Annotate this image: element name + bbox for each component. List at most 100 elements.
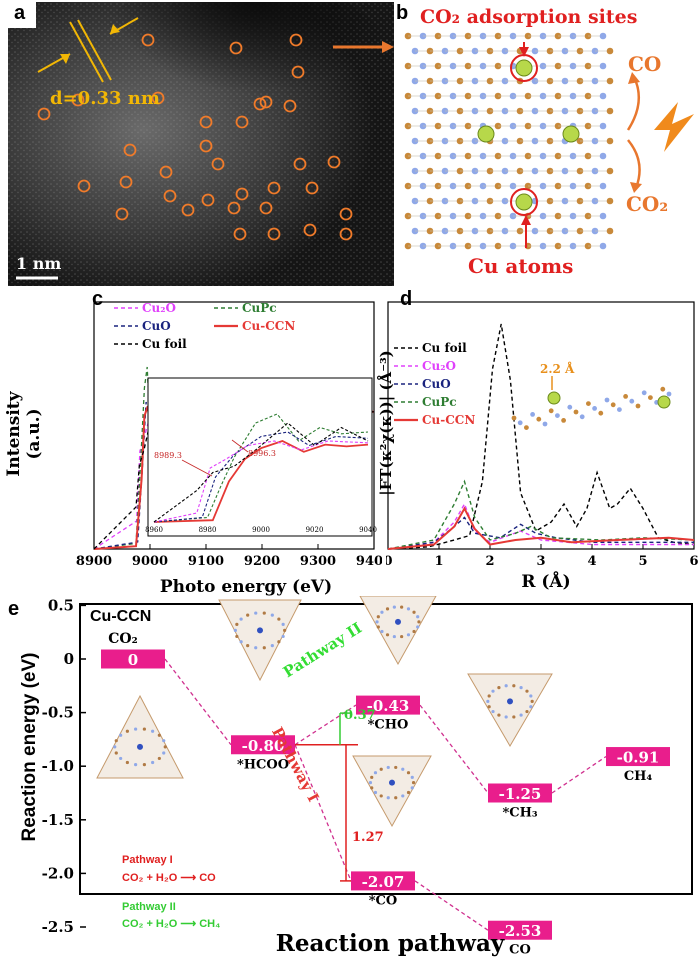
structure-atom [416,615,420,619]
site-marker-circle [123,143,137,157]
adsorbate-structure [467,673,553,747]
structure-atom [134,727,138,731]
pathway-connector [294,704,357,746]
structure-atom [504,684,508,688]
structure-atom [586,401,591,406]
state-name: *CH₃ [502,806,537,821]
cu-atom [395,618,401,625]
site-marker-circle [327,155,341,169]
structure-atom [379,767,383,771]
exafs-series-line [387,323,695,550]
site-marker-circle [291,65,305,79]
panel-e-label: e [8,598,20,620]
structure-atom [623,394,628,399]
legend-entry-label: Cu₂O [422,359,456,373]
structure-atom [142,727,146,731]
structure-atom [163,745,167,749]
legend-pathway-i-title: Pathway I [122,854,173,866]
exafs-series-line [387,506,695,550]
exafs-svg: 0 1 2 3 4 5 6 Cu foil Cu₂O CuO CuPc Cu-CCN [383,301,699,569]
structure-atom [666,391,672,397]
structure-atom [641,390,647,396]
site-marker-circle [71,93,85,107]
structure-atom [401,767,405,771]
structure-atom [157,733,161,737]
annotation-leader [231,439,249,453]
structure-atom [491,689,495,693]
energy-svg: 0.5 0 -0.5 -1.0 -1.5 -2.0 -2.5 0 CO₂ -0.80 *HCOO -… [42,595,693,958]
structure-atom [416,625,420,629]
site-marker-circle [37,107,51,121]
cu-atom [257,627,263,634]
structure-atom [400,605,404,609]
site-marker-circle [201,193,215,207]
structure-atom [370,786,374,790]
site-marker-circle [235,187,249,201]
structure-atom [246,613,250,617]
legend-entry-label: Cu₂O [142,301,176,315]
site-marker-circle [159,165,173,179]
structure-atom [567,404,573,410]
structure-atom [113,745,117,749]
y-tick-label: -2.0 [42,864,74,882]
site-marker-circle [163,189,177,203]
product-co-label: CO [628,52,662,76]
structure-atom [604,397,610,403]
structure-atom [548,408,554,414]
structure-atom [119,756,123,761]
structure-atom [254,646,258,650]
site-marker-circle [259,95,273,109]
lattice-atom [606,227,614,235]
lattice-atom [599,242,607,250]
structure-atom [246,644,250,648]
structure-atom [417,620,421,624]
structure-atom [262,646,266,650]
lattice-atom [599,92,607,100]
inset-series-line [153,431,369,523]
structure-atom [134,763,138,767]
y-tick-label: 0.5 [48,596,74,614]
state-name: *CHO [368,718,409,733]
structure-atom [370,775,374,779]
site-marker-circle [181,203,195,217]
structure-atom [410,786,414,790]
xanes-ylabel: Intensity (a.u.) [4,391,44,477]
inset-annotation: 8996.3 [248,449,276,458]
x-tick-label: 9200 [244,554,280,569]
structure-atom [373,771,378,775]
structure-atom [235,622,239,626]
structure-atom [617,407,622,412]
structure-atom [142,763,146,767]
legend-entry-label: Cu-CCN [422,413,475,427]
site-marker-circle [267,227,281,241]
adsorbate-structure [352,755,432,828]
energy-state-box [231,735,295,755]
structure-atom [114,739,118,743]
y-tick-label: -0.5 [42,704,74,722]
energy-value: -2.53 [499,922,542,940]
inset-tick-label: 8980 [199,526,217,534]
structure-atom [386,796,390,800]
structure-atom [635,403,641,409]
x-tick-label: 9100 [188,554,224,569]
x-tick-label: 4 [587,554,596,569]
state-name: CH₄ [624,769,653,784]
site-marker-circle [267,181,281,195]
inset-tick-label: 9000 [252,526,270,534]
structure-atom [561,418,566,423]
energy-value: -1.25 [499,785,542,803]
site-marker-circle [151,91,165,105]
adsorption-site-markers [37,33,353,241]
structure-atom [373,790,378,795]
lattice-atom [599,212,607,220]
x-tick-label: 6 [689,554,698,569]
site-marker-circle [233,227,247,241]
cu-atoms-label: Cu atoms [468,254,574,278]
site-marker-circle [229,41,243,55]
structure-atom [530,412,535,417]
energy-ylabel: Reaction energy (eV) [19,652,40,842]
structure-atom [394,796,398,800]
structure-atom [511,415,517,421]
lattice-atom [606,77,614,85]
structure-atom [486,699,490,703]
